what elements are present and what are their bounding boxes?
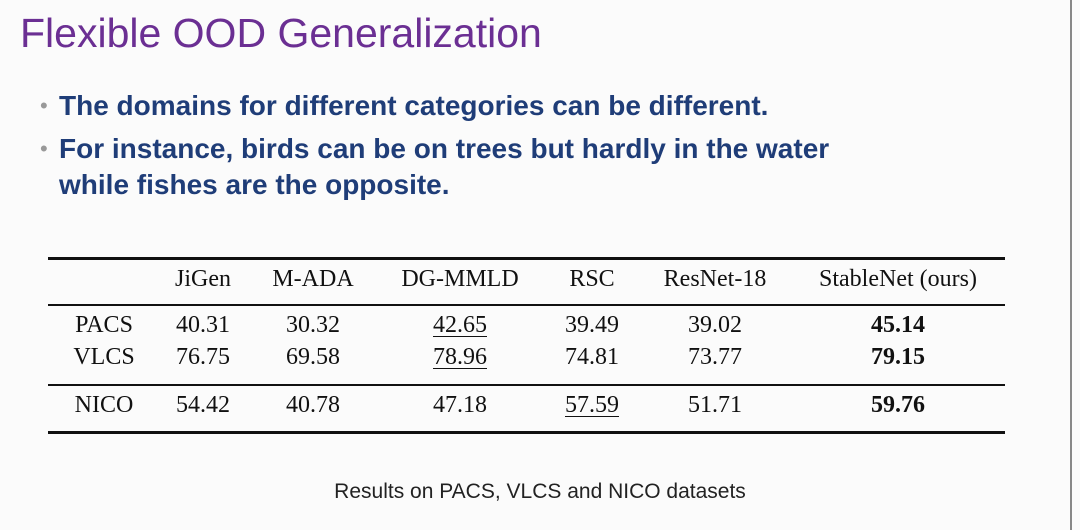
bullet-text: The domains for different categories can… — [59, 90, 769, 121]
bullet-dot-icon: • — [40, 93, 48, 118]
row-label: NICO — [74, 392, 134, 418]
table-cell: 54.42 — [176, 392, 230, 418]
table-bottom-rule — [48, 431, 1005, 434]
column-header: RSC — [569, 266, 615, 292]
table-cell: 78.96 — [433, 344, 487, 370]
table-cell: 79.15 — [871, 344, 925, 370]
column-header: StableNet (ours) — [819, 266, 977, 292]
table-cell: 40.31 — [176, 312, 230, 338]
table-cell: 76.75 — [176, 344, 230, 370]
row-label: VLCS — [73, 344, 135, 370]
table-cell: 42.65 — [433, 312, 487, 338]
column-header: M-ADA — [272, 266, 354, 292]
table-header-rule — [48, 304, 1005, 306]
bullet-1: • The domains for different categories c… — [40, 88, 768, 124]
bullet-text-cont: while fishes are the opposite. — [59, 169, 450, 200]
table-cell: 39.02 — [688, 312, 742, 338]
table-caption: Results on PACS, VLCS and NICO datasets — [334, 480, 746, 503]
table-cell: 69.58 — [286, 344, 340, 370]
table-cell: 73.77 — [688, 344, 742, 370]
table-cell: 30.32 — [286, 312, 340, 338]
column-header: ResNet-18 — [663, 266, 767, 292]
row-label: PACS — [75, 312, 133, 338]
column-header: DG-MMLD — [401, 266, 519, 292]
table-group-rule — [48, 384, 1005, 386]
table-cell: 39.49 — [565, 312, 619, 338]
table-cell: 74.81 — [565, 344, 619, 370]
column-header: JiGen — [175, 266, 231, 292]
slide-title: Flexible OOD Generalization — [20, 10, 542, 56]
table-cell: 51.71 — [688, 392, 742, 418]
table-cell: 45.14 — [871, 312, 925, 338]
slide-edge-divider — [1070, 0, 1072, 530]
bullet-2: • For instance, birds can be on trees bu… — [40, 131, 829, 203]
table-cell: 59.76 — [871, 392, 925, 418]
bullet-text: For instance, birds can be on trees but … — [59, 133, 830, 164]
table-cell: 57.59 — [565, 392, 619, 418]
bullet-dot-icon: • — [40, 136, 48, 161]
table-cell: 40.78 — [286, 392, 340, 418]
table-top-rule — [48, 257, 1005, 260]
table-cell: 47.18 — [433, 392, 487, 418]
